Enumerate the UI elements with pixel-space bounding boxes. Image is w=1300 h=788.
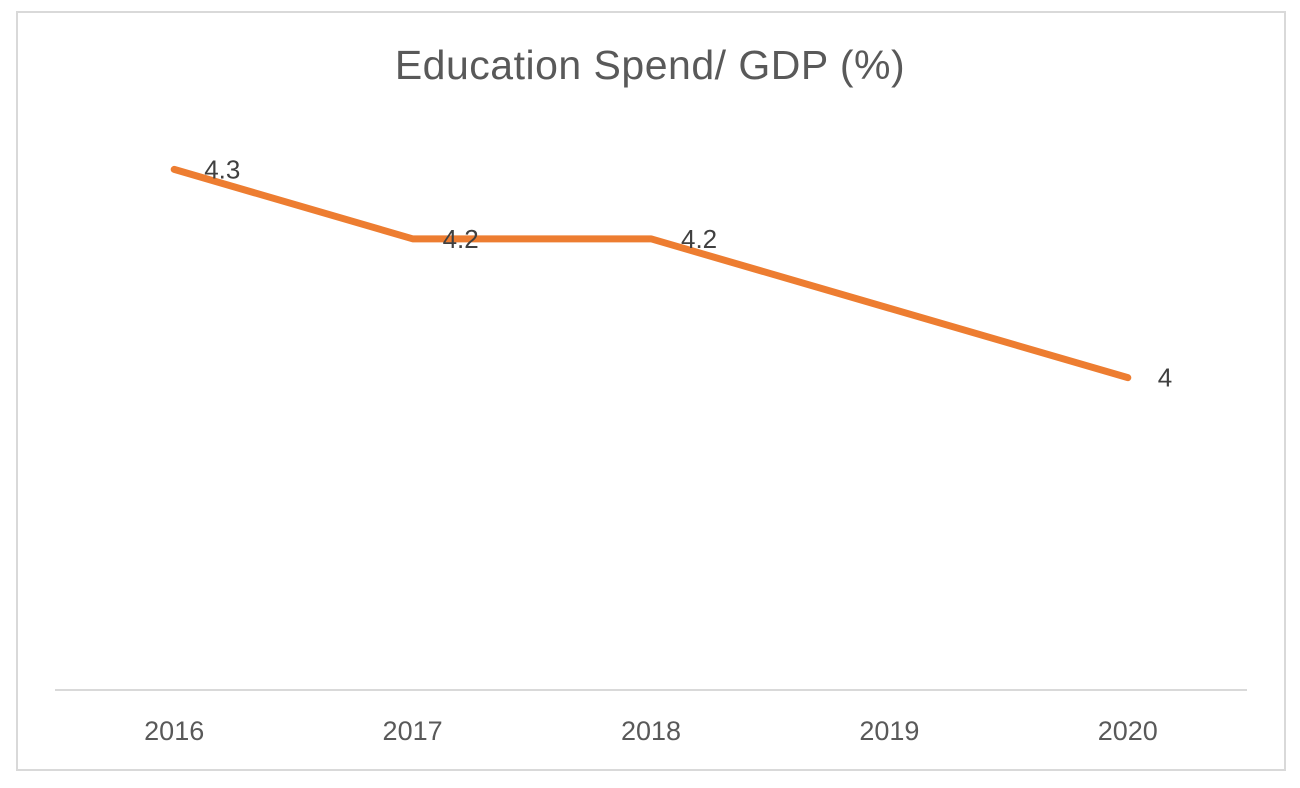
data-point: [886, 305, 893, 312]
x-tick-label: 2019: [859, 716, 919, 746]
data-label: 4.2: [681, 224, 717, 254]
chart-title: Education Spend/ GDP (%): [394, 42, 906, 88]
data-point: [1124, 374, 1131, 381]
data-point: [171, 166, 178, 173]
x-tick-label: 2016: [144, 716, 204, 746]
series-line: [170, 165, 1132, 382]
data-label: 4.3: [204, 154, 240, 184]
data-label: 4: [1158, 363, 1172, 393]
data-label: 4.2: [443, 224, 479, 254]
x-tick-label: 2018: [621, 716, 681, 746]
data-point: [648, 235, 654, 242]
chart-frame: [16, 11, 1286, 771]
x-tick-label: 2020: [1098, 716, 1158, 746]
data-point: [409, 235, 416, 242]
x-tick-label: 2017: [383, 716, 443, 746]
